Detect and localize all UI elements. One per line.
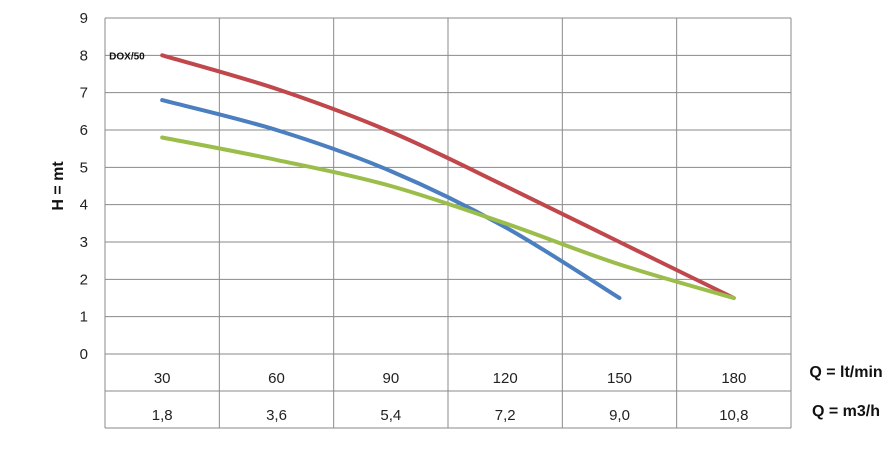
series-line-2	[160, 98, 622, 300]
x-axis-label: Q = m3/h	[812, 403, 880, 420]
y-tick-label: 6	[80, 122, 88, 139]
y-tick-label: 5	[80, 159, 88, 176]
x-tick-label: 9,0	[609, 407, 630, 424]
x-tick-label: 60	[268, 370, 285, 387]
x-tick-label: 30	[154, 370, 171, 387]
x-tick-rows: 30 60 90 120 150 180 Q = lt/min 1,8 3,6 5,4 7,2 9,0…	[152, 364, 883, 424]
x-tick-label: 7,2	[495, 407, 516, 424]
series-line-3	[160, 135, 736, 300]
y-tick-label: 2	[80, 271, 88, 288]
x-tick-label: 1,8	[152, 407, 173, 424]
y-axis-label: H = mt	[50, 161, 67, 211]
x-axis-label: Q = lt/min	[809, 364, 882, 381]
x-tick-label: 90	[382, 370, 399, 387]
series-lines: DOX/50	[109, 51, 736, 300]
x-tick-label: 3,6	[266, 407, 287, 424]
series-label: DOX/50	[109, 51, 145, 62]
x-tick-label: 180	[721, 370, 746, 387]
y-tick-label: 1	[80, 309, 88, 326]
x-tick-label: 5,4	[380, 407, 401, 424]
x-tick-label: 10,8	[719, 407, 748, 424]
grid	[104, 17, 792, 429]
y-tick-label: 9	[80, 10, 88, 27]
x-tick-label: 120	[493, 370, 518, 387]
y-tick-label: 8	[80, 47, 88, 64]
x-tick-label: 150	[607, 370, 632, 387]
y-tick-label: 7	[80, 85, 88, 102]
y-tick-labels: 0 1 2 3 4 5 6 7 8 9	[80, 10, 88, 363]
y-tick-label: 4	[80, 197, 88, 214]
y-tick-label: 3	[80, 234, 88, 251]
y-tick-label: 0	[80, 346, 88, 363]
series-line-1	[160, 53, 736, 300]
